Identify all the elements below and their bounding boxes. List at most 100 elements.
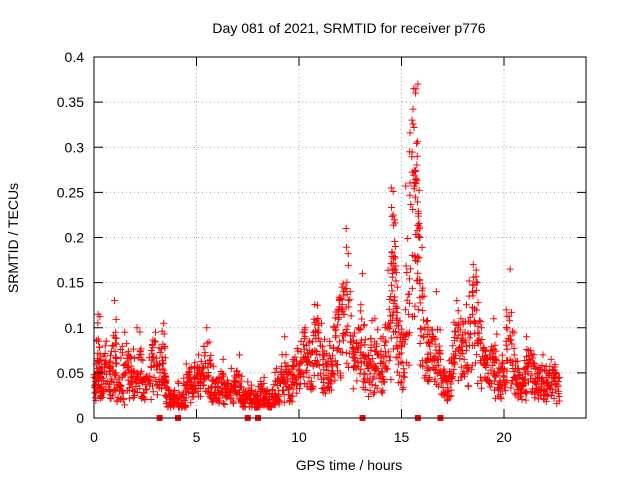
data-point (180, 397, 188, 405)
data-point (150, 373, 158, 381)
data-point (390, 216, 398, 224)
data-point (461, 372, 469, 380)
data-point (96, 313, 104, 321)
data-point (101, 342, 109, 350)
data-point (318, 343, 326, 351)
data-point (281, 333, 289, 341)
data-point (351, 357, 359, 365)
data-point (411, 178, 419, 186)
data-point (107, 395, 115, 403)
data-point (125, 384, 133, 392)
data-point (400, 373, 408, 381)
data-point (335, 338, 343, 346)
data-point (121, 328, 129, 336)
data-point (236, 388, 244, 396)
data-point (335, 314, 343, 322)
data-point (377, 334, 385, 342)
data-point (392, 314, 400, 322)
data-point (105, 358, 113, 366)
data-point (538, 361, 546, 369)
data-point (385, 357, 393, 365)
data-point (96, 343, 104, 351)
data-point (415, 232, 423, 240)
data-point (91, 389, 99, 397)
data-point (358, 315, 366, 323)
data-point (113, 396, 121, 404)
data-point (293, 345, 301, 353)
data-point (450, 318, 458, 326)
data-point (473, 306, 481, 314)
data-point (175, 388, 183, 396)
data-point (331, 314, 339, 322)
data-point (147, 396, 155, 404)
data-point (139, 393, 147, 401)
data-point (118, 373, 126, 381)
data-point (329, 362, 337, 370)
data-point (503, 325, 511, 333)
data-point (507, 308, 515, 316)
data-point (492, 347, 500, 355)
data-point (124, 364, 132, 372)
data-point (314, 315, 322, 323)
data-point (344, 322, 352, 330)
data-point (364, 365, 372, 373)
data-point (390, 296, 398, 304)
data-point (102, 363, 110, 371)
data-point (503, 324, 511, 332)
data-point (159, 360, 167, 368)
data-point (161, 370, 169, 378)
data-point (291, 353, 299, 361)
data-point (540, 396, 548, 404)
data-point (121, 369, 129, 377)
data-point (474, 380, 482, 388)
data-point (420, 316, 428, 324)
data-point (391, 328, 399, 336)
data-point (444, 384, 452, 392)
y-tick-label: 0.2 (65, 230, 85, 246)
data-point (229, 397, 237, 405)
data-point (309, 338, 317, 346)
data-point (174, 378, 182, 386)
data-point (334, 321, 342, 329)
data-point (390, 253, 398, 261)
data-point (475, 335, 483, 343)
data-point (382, 365, 390, 373)
data-point (410, 171, 418, 179)
data-point (366, 387, 374, 395)
data-point (447, 380, 455, 388)
data-point (456, 326, 464, 334)
data-point (429, 333, 437, 341)
data-point (227, 392, 235, 400)
data-point (204, 363, 212, 371)
data-point (305, 373, 313, 381)
data-point (181, 401, 189, 409)
data-point (228, 385, 236, 393)
data-point (521, 388, 529, 396)
data-point (461, 336, 469, 344)
data-point (398, 378, 406, 386)
x-tick-label: 5 (193, 429, 201, 445)
data-point (139, 356, 147, 364)
data-point (288, 398, 296, 406)
data-point (328, 378, 336, 386)
data-point (120, 370, 128, 378)
data-point (433, 370, 441, 378)
data-point (392, 353, 400, 361)
data-point (506, 358, 514, 366)
data-point (326, 337, 334, 345)
data-point (360, 321, 368, 329)
data-point (238, 372, 246, 380)
data-point (469, 261, 477, 269)
data-point (125, 368, 133, 376)
data-point (133, 324, 141, 332)
data-point (474, 322, 482, 330)
data-point (472, 278, 480, 286)
data-point (331, 357, 339, 365)
data-point (523, 333, 531, 341)
data-point (162, 398, 170, 406)
data-point (360, 322, 368, 330)
data-point (378, 389, 386, 397)
data-point (392, 268, 400, 276)
data-point (121, 361, 129, 369)
data-point (414, 210, 422, 218)
